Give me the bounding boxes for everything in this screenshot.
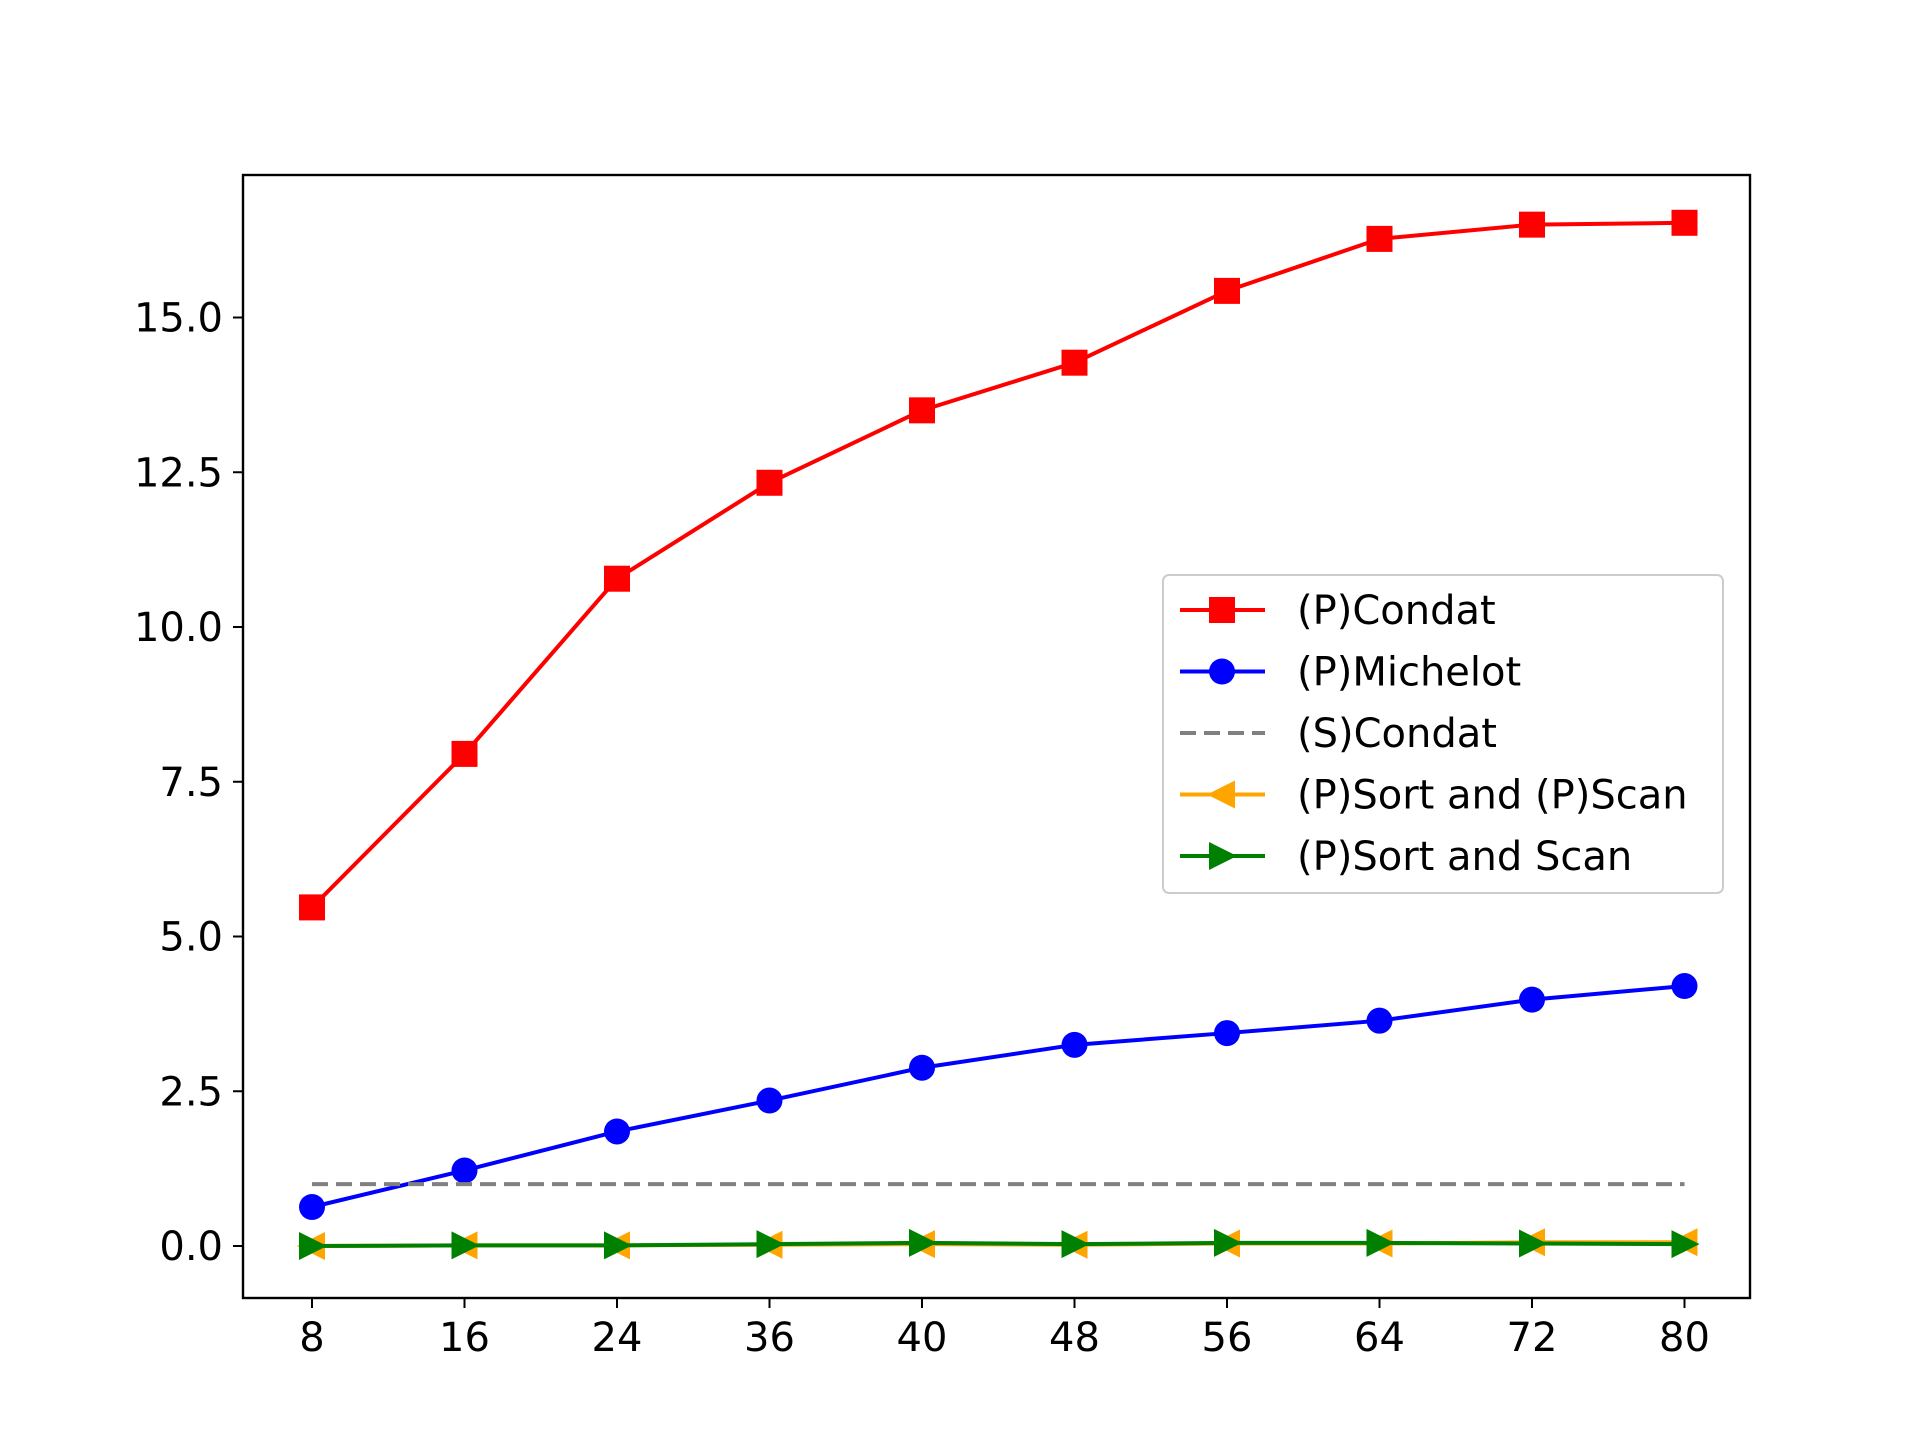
series-line [311, 984, 1685, 1209]
data-point [1366, 1007, 1393, 1034]
legend-label: (P)Condat [1297, 588, 1496, 634]
data-point [1214, 277, 1240, 304]
data-point [1214, 1228, 1242, 1257]
series-line [311, 1240, 1685, 1248]
data-point [1671, 209, 1698, 236]
x-tick-label: 8 [299, 1315, 324, 1361]
data-point [1061, 349, 1088, 376]
legend-entry: (P)Condat [1180, 588, 1496, 634]
x-tick-label: 24 [592, 1315, 643, 1361]
legend-label: (S)Condat [1297, 711, 1497, 757]
legend-marker [1207, 780, 1235, 809]
legend-label: (P)Sort and (P)Scan [1297, 773, 1688, 819]
data-point [1519, 986, 1545, 1013]
y-tick-label: 15.0 [134, 296, 223, 342]
data-point [451, 1231, 480, 1260]
series--p-sort-and-scan [299, 1228, 1700, 1260]
data-point [1366, 225, 1393, 252]
data-point [1519, 1229, 1547, 1258]
x-tick-label: 48 [1049, 1315, 1100, 1361]
data-point [1366, 1228, 1395, 1257]
series-line [310, 220, 1685, 909]
legend-entry: (S)Condat [1180, 711, 1497, 757]
y-tick-label: 5.0 [159, 915, 223, 961]
legend-label: (P)Michelot [1297, 650, 1521, 696]
legend-label: (P)Sort and Scan [1297, 834, 1632, 880]
data-point [1671, 973, 1698, 1000]
legend-marker [1209, 842, 1237, 870]
y-tick-label: 12.5 [134, 450, 223, 496]
legend-marker [1209, 597, 1235, 623]
axis-ticks: 8 16 24 36 40 48 56 64 72 80 0.0 2.5 5.0 7.5 10.0 12.5 1… [134, 296, 1710, 1362]
legend-box [1162, 574, 1724, 894]
y-tick-label: 2.5 [159, 1069, 223, 1115]
data-point [756, 1230, 785, 1259]
data-point [1671, 1230, 1700, 1259]
data-point [909, 1054, 935, 1081]
legend-entry: (P)Michelot [1180, 650, 1521, 696]
series--p-condat [299, 209, 1698, 921]
data-point [1061, 1230, 1090, 1259]
data-point [909, 1228, 937, 1257]
x-tick-label: 56 [1202, 1315, 1253, 1361]
data-point [299, 1194, 325, 1221]
axes-frame [241, 173, 1752, 1300]
legend-entry: (P)Sort and Scan [1180, 834, 1632, 880]
y-tick-label: 7.5 [159, 760, 223, 806]
legend-entry: (P)Sort and (P)Scan [1180, 773, 1688, 819]
data-point [1519, 211, 1545, 238]
y-tick-label: 10.0 [134, 605, 223, 651]
x-tick-label: 16 [439, 1315, 490, 1361]
series--p-michelot [299, 973, 1698, 1221]
x-tick-label: 80 [1659, 1315, 1710, 1361]
legend: (P)Condat (P)Michelot (S)Condat (P)Sort and… [1162, 574, 1724, 894]
y-tick-label: 0.0 [159, 1224, 223, 1270]
data-point [299, 894, 325, 921]
data-point [604, 565, 630, 592]
plot-area [297, 209, 1700, 1260]
data-point [1061, 1031, 1088, 1058]
x-tick-label: 72 [1507, 1315, 1558, 1361]
legend-marker [1209, 658, 1235, 685]
data-point [756, 1087, 783, 1114]
data-point [299, 1232, 327, 1260]
data-point [451, 1157, 478, 1184]
x-tick-label: 36 [744, 1315, 795, 1361]
x-tick-label: 40 [897, 1315, 948, 1361]
data-point [909, 397, 935, 424]
data-point [451, 740, 478, 767]
data-point [1214, 1020, 1240, 1047]
x-tick-label: 64 [1354, 1315, 1405, 1361]
data-point [756, 469, 783, 496]
data-point [604, 1118, 630, 1145]
data-point [604, 1231, 632, 1260]
